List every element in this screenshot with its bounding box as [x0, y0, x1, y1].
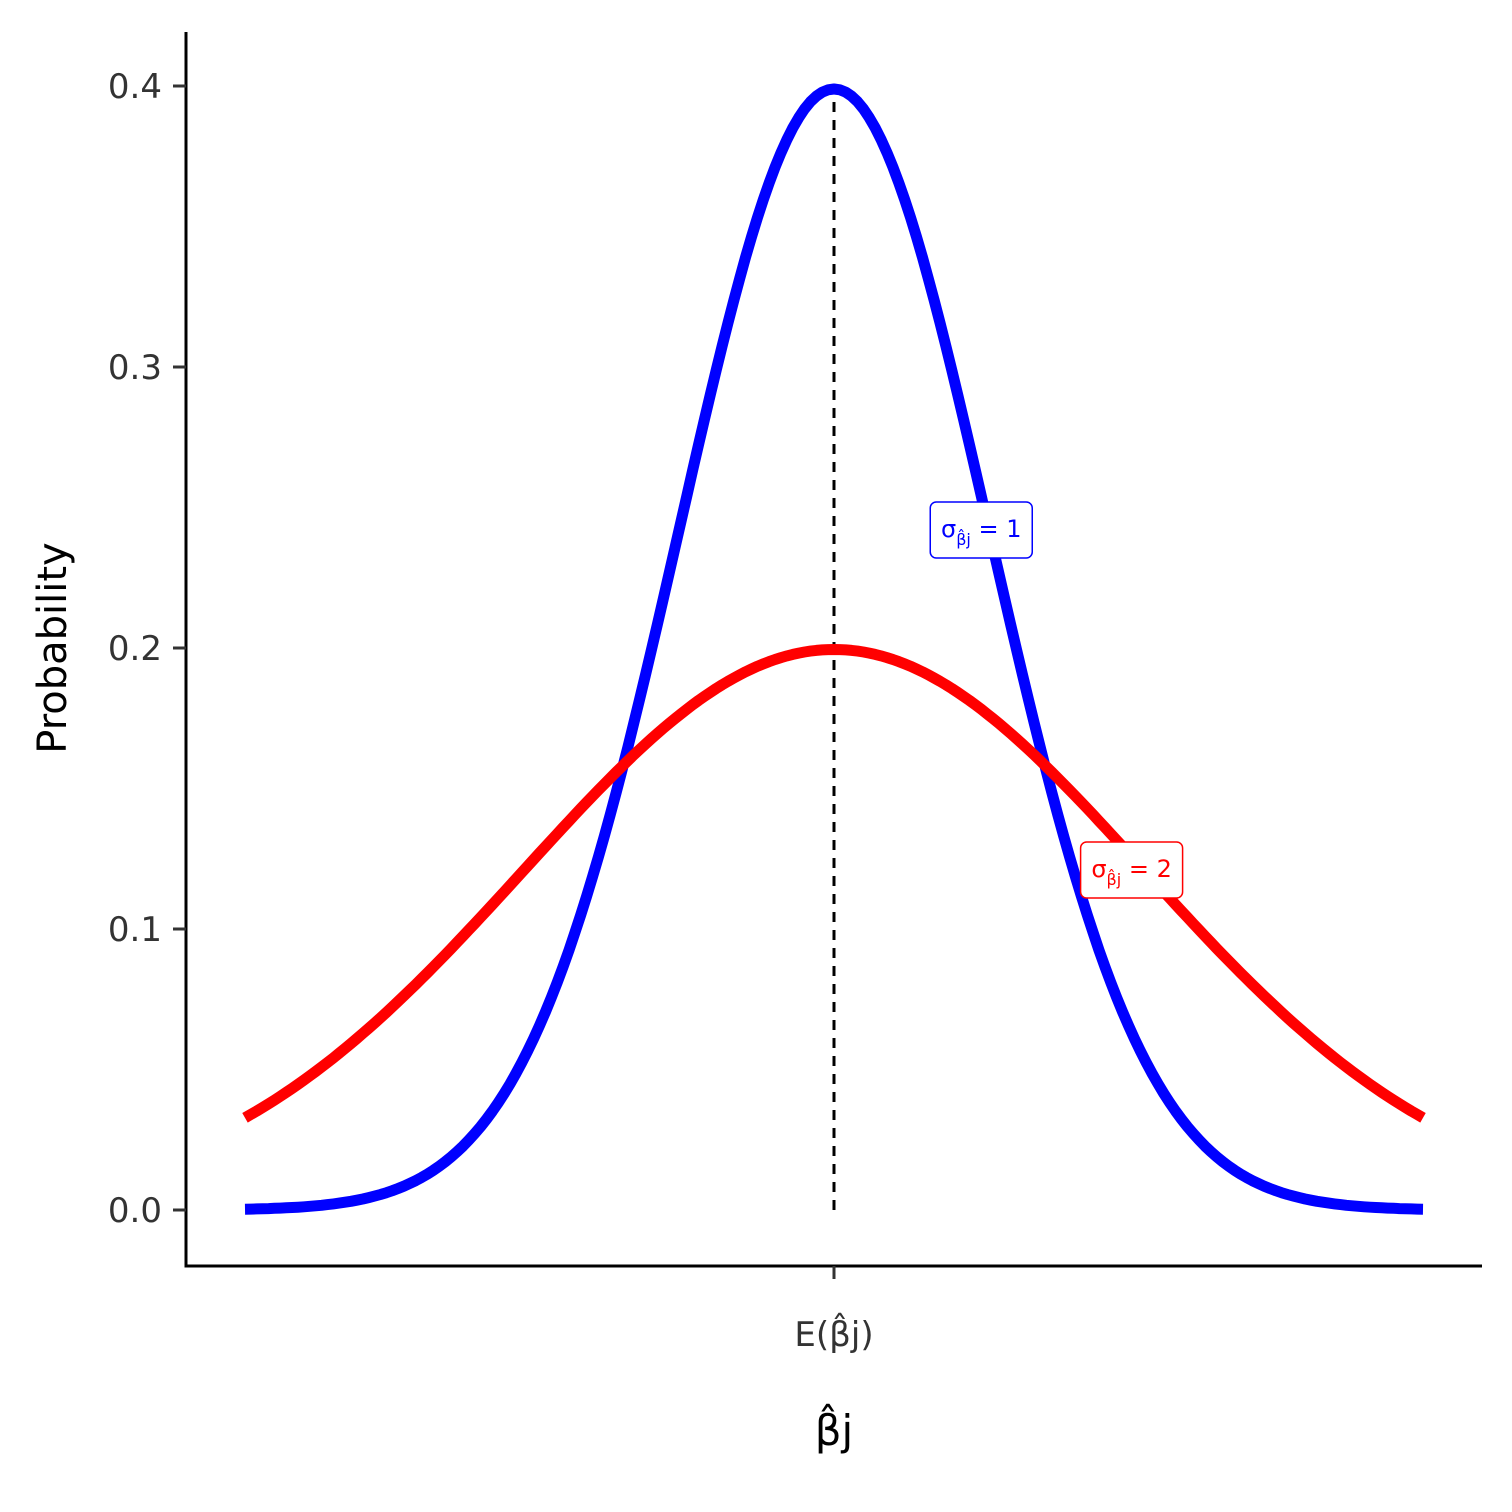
- annotation-label: σβ̂j = 2: [1091, 855, 1172, 889]
- annotation-box: [1079, 841, 1184, 899]
- y-tick-label: 0.4: [108, 67, 162, 107]
- annotation-ann-sd1: σβ̂j = 1: [929, 501, 1033, 559]
- y-axis-title: Probability: [30, 542, 76, 753]
- y-tick-label: 0.0: [108, 1191, 162, 1231]
- x-tick-label: E(β̂j): [794, 1313, 873, 1355]
- y-tick-label: 0.2: [108, 629, 162, 669]
- x-axis-title: β̂j: [815, 1403, 853, 1455]
- annotation-subscript: β̂j: [1107, 869, 1122, 889]
- series-layer: [242, 83, 1426, 1215]
- annotation-sigma: σ: [1091, 855, 1106, 883]
- annotation-ann-sd2: σβ̂j = 2: [1079, 841, 1184, 899]
- annotations: σβ̂j = 1σβ̂j = 2: [929, 501, 1184, 899]
- density-curve-sd2: [242, 644, 1426, 1123]
- annotation-value: = 2: [1121, 855, 1172, 883]
- axes: 0.0 0.1 0.2 0.3 0.4 E(β̂j): [108, 32, 1482, 1355]
- annotation-value: = 1: [971, 515, 1022, 543]
- y-tick-label: 0.3: [108, 348, 162, 388]
- y-tick-label: 0.1: [108, 910, 162, 950]
- annotation-sigma: σ: [941, 515, 956, 543]
- annotation-label: σβ̂j = 1: [941, 515, 1022, 549]
- density-curve-sd1: [244, 83, 1424, 1215]
- annotation-box: [929, 501, 1033, 559]
- annotation-subscript: β̂j: [956, 529, 971, 549]
